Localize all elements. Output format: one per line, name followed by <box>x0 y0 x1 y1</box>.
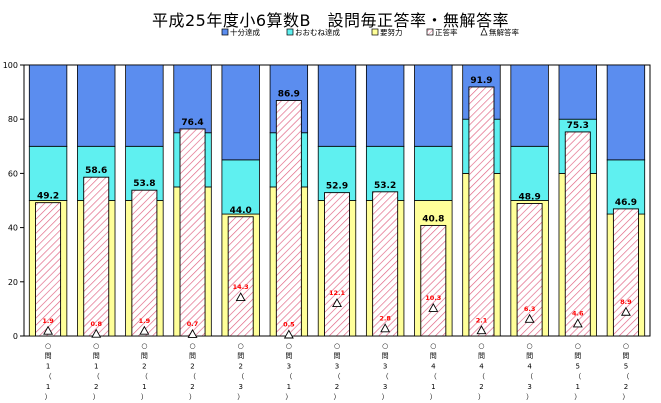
correct-rate-label: 91.9 <box>470 76 492 86</box>
y-tick-label: 60 <box>8 169 18 178</box>
y-tick-label: 40 <box>8 224 18 233</box>
correct-rate-bar <box>420 224 447 337</box>
band-juubun <box>125 64 164 147</box>
band-juubun <box>221 64 260 161</box>
no-answer-label: 10.3 <box>425 294 441 302</box>
band-juubun <box>77 64 116 147</box>
no-answer-marker <box>524 313 535 323</box>
x-tick-label: ○問 4 （1） <box>430 342 437 401</box>
legend-swatch <box>426 28 434 36</box>
legend-swatch <box>286 28 294 36</box>
band-juubun <box>173 64 212 134</box>
correct-rate-bar <box>179 128 206 337</box>
band-oomune <box>221 159 260 215</box>
correct-rate-label: 46.9 <box>615 198 637 208</box>
no-answer-marker <box>283 329 294 339</box>
x-tick-label: ○問 1 （1） <box>45 342 52 401</box>
no-answer-marker <box>139 325 150 335</box>
band-juubun <box>510 64 549 147</box>
correct-rate-bar <box>83 176 110 337</box>
no-answer-label: 1.9 <box>42 317 54 325</box>
correct-rate-bar <box>275 100 302 337</box>
no-answer-label: 1.9 <box>139 317 151 325</box>
legend-label: 要努力 <box>380 27 403 37</box>
no-answer-marker <box>572 318 583 328</box>
band-juubun <box>28 64 68 147</box>
correct-rate-label: 75.3 <box>567 121 589 131</box>
y-tick-label: 0 <box>13 332 18 341</box>
no-answer-marker <box>476 325 487 335</box>
no-answer-marker <box>235 292 246 302</box>
band-juubun <box>365 64 405 147</box>
legend-label: 無解答率 <box>489 27 519 37</box>
x-tick-label: ○問 2 （2） <box>189 342 196 401</box>
no-answer-marker <box>620 306 631 316</box>
correct-rate-label: 76.4 <box>181 118 203 128</box>
no-answer-label: 2.1 <box>476 316 488 324</box>
band-oomune <box>414 145 453 201</box>
legend-label: おおむね達成 <box>295 27 340 37</box>
x-tick-label: ○問 2 （1） <box>141 342 148 401</box>
x-tick-label: ○問 3 （1） <box>285 342 292 401</box>
no-answer-label: 0.7 <box>187 320 199 328</box>
x-tick-label: ○問 3 （3） <box>382 342 389 401</box>
y-tick-label: 100 <box>3 61 18 70</box>
correct-rate-bar <box>468 86 495 337</box>
no-answer-marker <box>332 298 342 308</box>
band-oomune <box>606 159 646 215</box>
band-oomune <box>510 145 549 201</box>
band-juubun <box>414 64 453 147</box>
no-answer-marker <box>187 328 198 338</box>
correct-rate-label: 53.2 <box>374 181 396 191</box>
no-answer-marker <box>380 323 391 333</box>
correct-rate-bar <box>564 131 591 337</box>
x-tick-label: ○問 4 （2） <box>478 342 485 401</box>
x-tick-label: ○問 4 （3） <box>526 342 533 401</box>
correct-rate-label: 49.2 <box>37 192 59 202</box>
no-answer-marker <box>43 325 54 335</box>
correct-rate-bar <box>612 208 639 337</box>
no-answer-label: 6.3 <box>524 305 536 313</box>
correct-rate-label: 58.6 <box>85 166 107 176</box>
x-tick-label: ○問 3 （2） <box>334 342 341 401</box>
correct-rate-bar <box>516 203 543 337</box>
x-tick-label: ○問 5 （1） <box>574 342 581 401</box>
correct-rate-label: 52.9 <box>326 182 348 192</box>
band-oomune <box>317 145 357 201</box>
correct-rate-label: 53.8 <box>133 179 155 189</box>
band-juubun <box>606 64 646 161</box>
band-juubun <box>558 64 597 120</box>
legend-swatch <box>371 28 379 36</box>
no-answer-label: 0.5 <box>283 321 295 329</box>
correct-rate-label: 86.9 <box>278 90 300 100</box>
correct-rate-bar <box>227 216 254 337</box>
no-answer-label: 0.8 <box>90 320 102 328</box>
no-answer-label: 14.3 <box>233 283 249 291</box>
no-answer-label: 8.9 <box>620 298 632 306</box>
chart-title: 平成25年度小6算数B 設問毎正答率・無解答率 <box>151 11 510 30</box>
y-tick-label: 20 <box>8 278 18 287</box>
correct-rate-label: 40.8 <box>422 214 444 224</box>
x-tick-label: ○問 5 （2） <box>622 342 629 401</box>
correct-rate-label: 48.9 <box>519 192 541 202</box>
legend-swatch <box>480 27 488 36</box>
no-answer-marker <box>428 302 439 312</box>
band-juubun <box>317 64 357 147</box>
correct-rate-bar <box>35 202 62 337</box>
x-tick-label: ○問 2 （3） <box>237 342 244 401</box>
legend-label: 正答率 <box>435 27 458 37</box>
no-answer-label: 2.8 <box>379 314 391 322</box>
correct-rate-bar <box>324 192 350 337</box>
y-tick-label: 80 <box>8 115 18 124</box>
legend-label: 十分達成 <box>230 27 260 37</box>
correct-rate-label: 44.0 <box>230 206 252 216</box>
no-answer-label: 4.6 <box>572 310 584 318</box>
x-tick-label: ○問 1 （2） <box>93 342 100 401</box>
no-answer-marker <box>91 328 102 338</box>
correct-rate-bar <box>372 191 399 337</box>
correct-rate-bar <box>131 189 158 337</box>
legend-swatch <box>221 28 229 36</box>
no-answer-label: 12.1 <box>329 289 346 297</box>
